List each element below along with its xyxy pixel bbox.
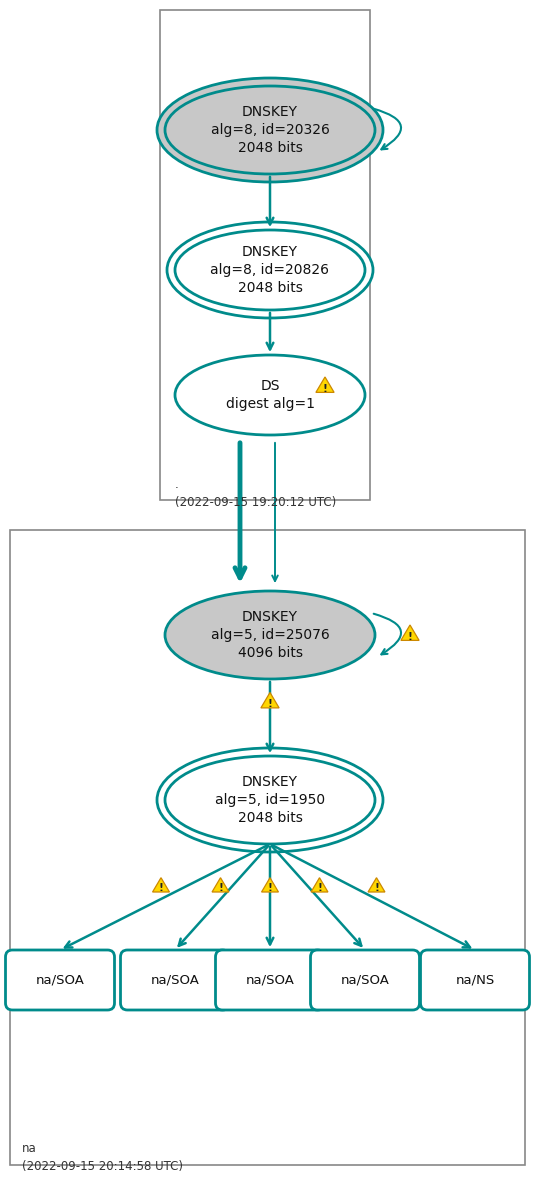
Text: DNSKEY
alg=5, id=1950
2048 bits: DNSKEY alg=5, id=1950 2048 bits xyxy=(215,775,325,825)
Ellipse shape xyxy=(165,591,375,679)
Bar xyxy=(10,530,525,1165)
Text: na
(2022-09-15 20:14:58 UTC): na (2022-09-15 20:14:58 UTC) xyxy=(22,1143,183,1173)
Text: !: ! xyxy=(267,884,272,893)
Polygon shape xyxy=(262,878,279,892)
Text: na/SOA: na/SOA xyxy=(340,974,389,986)
Text: na/NS: na/NS xyxy=(455,974,495,986)
Text: !: ! xyxy=(323,384,328,394)
Ellipse shape xyxy=(175,230,365,309)
Ellipse shape xyxy=(157,748,383,852)
Text: !: ! xyxy=(317,884,322,893)
Ellipse shape xyxy=(167,222,373,318)
Text: DNSKEY
alg=8, id=20326
2048 bits: DNSKEY alg=8, id=20326 2048 bits xyxy=(211,105,329,155)
Text: !: ! xyxy=(408,632,412,642)
Text: na/SOA: na/SOA xyxy=(245,974,294,986)
Ellipse shape xyxy=(157,78,383,182)
Text: na/SOA: na/SOA xyxy=(35,974,84,986)
Polygon shape xyxy=(212,878,229,892)
Text: DNSKEY
alg=5, id=25076
4096 bits: DNSKEY alg=5, id=25076 4096 bits xyxy=(211,610,329,660)
Ellipse shape xyxy=(165,85,375,175)
Text: !: ! xyxy=(158,884,163,893)
Bar xyxy=(160,10,370,500)
Polygon shape xyxy=(401,625,419,641)
Polygon shape xyxy=(153,878,170,892)
Polygon shape xyxy=(316,377,334,393)
Text: .
(2022-09-15 19:20:12 UTC): . (2022-09-15 19:20:12 UTC) xyxy=(175,478,336,509)
FancyArrowPatch shape xyxy=(374,108,401,149)
FancyBboxPatch shape xyxy=(420,950,529,1010)
Polygon shape xyxy=(368,878,385,892)
Text: !: ! xyxy=(218,884,223,893)
FancyBboxPatch shape xyxy=(215,950,324,1010)
Text: na/SOA: na/SOA xyxy=(150,974,199,986)
Text: !: ! xyxy=(267,700,272,709)
Text: !: ! xyxy=(374,884,379,893)
FancyBboxPatch shape xyxy=(120,950,229,1010)
Polygon shape xyxy=(261,692,279,708)
FancyBboxPatch shape xyxy=(5,950,114,1010)
Ellipse shape xyxy=(165,756,375,844)
FancyBboxPatch shape xyxy=(310,950,419,1010)
Text: DS
digest alg=1: DS digest alg=1 xyxy=(226,379,315,411)
Ellipse shape xyxy=(175,355,365,435)
FancyArrowPatch shape xyxy=(374,614,401,654)
Polygon shape xyxy=(311,878,328,892)
Text: DNSKEY
alg=8, id=20826
2048 bits: DNSKEY alg=8, id=20826 2048 bits xyxy=(211,246,330,295)
